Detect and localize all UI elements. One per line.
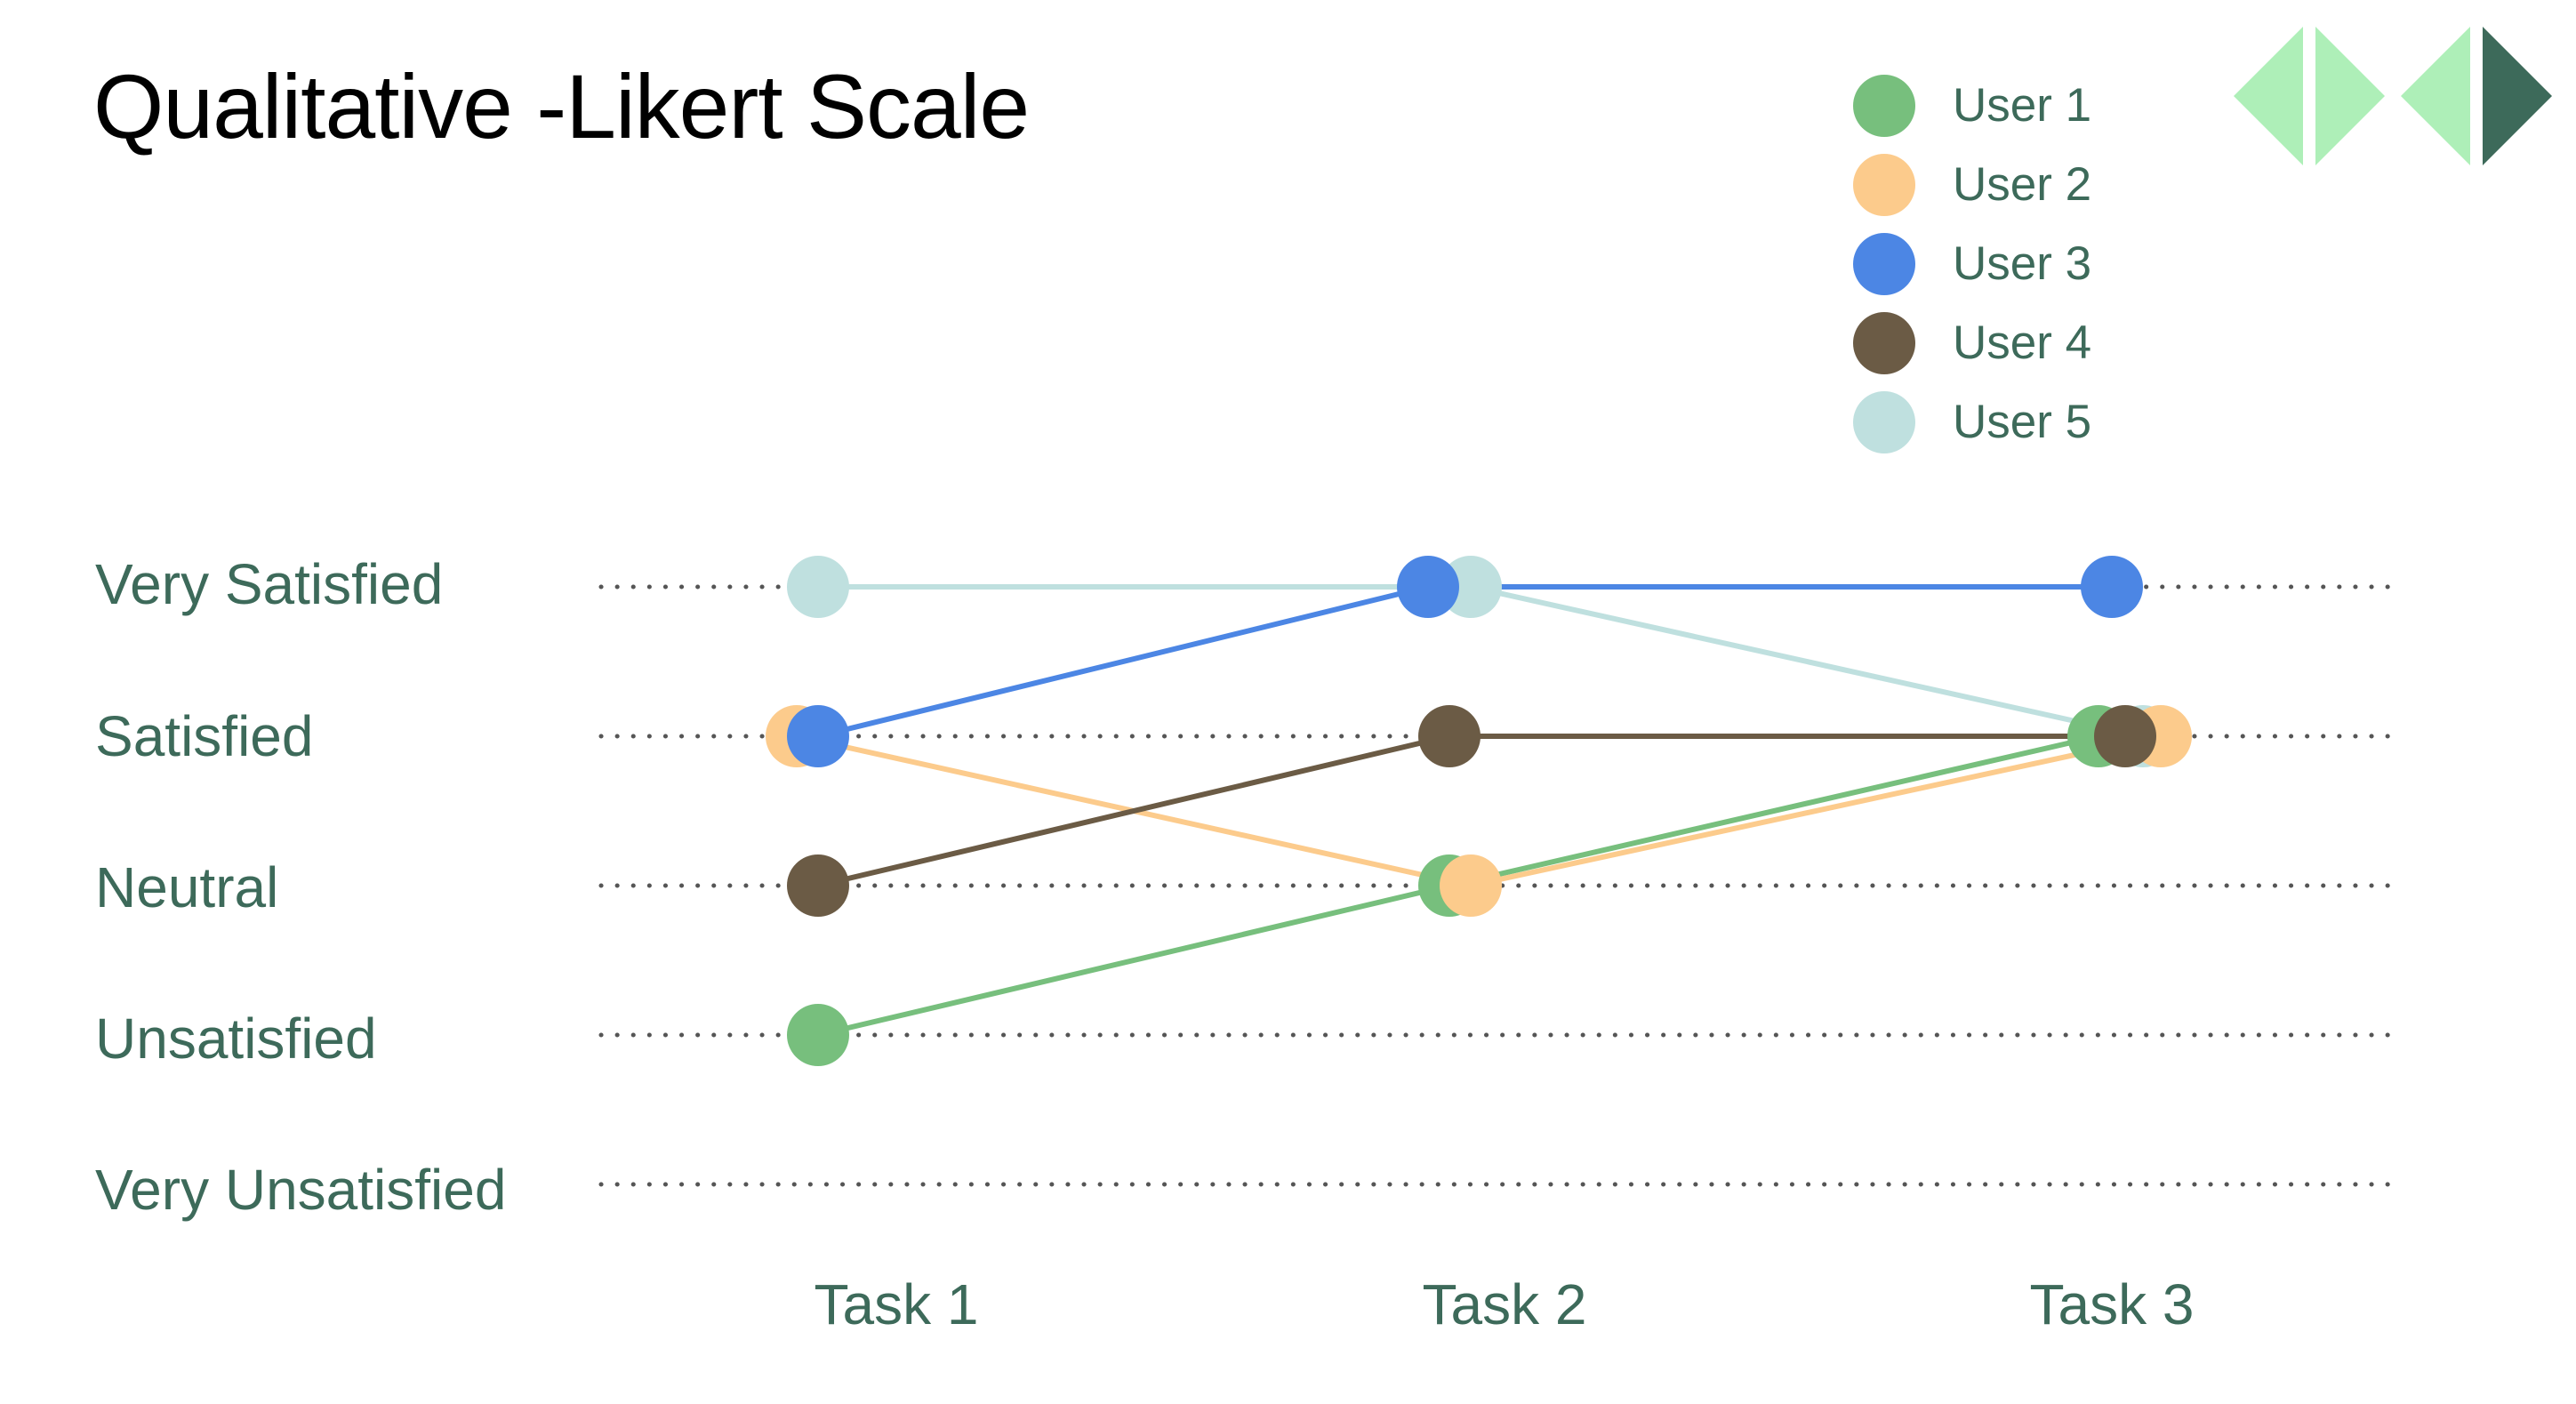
data-point	[1418, 705, 1481, 767]
level-label-neutral: Neutral	[95, 855, 279, 919]
series-points	[766, 556, 2192, 1066]
task-label-2: Task 2	[1422, 1272, 1587, 1336]
level-label-unsatisfied: Unsatisfied	[95, 1007, 377, 1071]
legend-label: User 5	[1953, 396, 2092, 448]
data-point	[787, 1004, 849, 1066]
legend-swatch	[1853, 75, 1915, 137]
legend-label: User 3	[1953, 237, 2092, 290]
task-label-3: Task 3	[2029, 1272, 2195, 1336]
data-point	[1440, 556, 1502, 618]
page-title: Qualitative -Likert Scale	[93, 56, 1030, 157]
data-point	[2081, 556, 2143, 618]
legend-swatch	[1853, 154, 1915, 216]
legend-label: User 1	[1953, 79, 2092, 132]
data-point	[2094, 705, 2156, 767]
legend-swatch	[1853, 233, 1915, 295]
level-label-very-satisfied: Very Satisfied	[95, 552, 444, 616]
legend-label: User 4	[1953, 317, 2092, 369]
task-label-1: Task 1	[814, 1272, 979, 1336]
data-point	[787, 556, 849, 618]
legend-swatch	[1853, 312, 1915, 374]
legend-swatch	[1853, 391, 1915, 453]
data-point	[1440, 854, 1502, 917]
data-point	[1397, 556, 1459, 618]
level-label-very-unsatisfied: Very Unsatisfied	[95, 1158, 507, 1222]
logo-chevrons-icon	[2234, 27, 2552, 165]
data-point	[787, 854, 849, 917]
legend-label: User 2	[1953, 158, 2092, 211]
level-label-satisfied: Satisfied	[95, 704, 314, 768]
data-point	[787, 705, 849, 767]
